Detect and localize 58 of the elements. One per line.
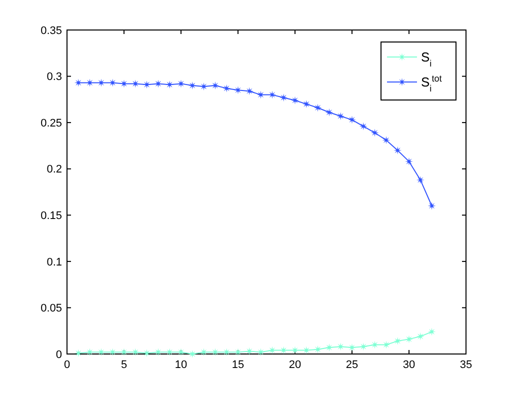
point xyxy=(302,100,310,108)
point xyxy=(428,202,436,210)
x-tick-label: 30 xyxy=(402,359,416,371)
point xyxy=(188,350,196,358)
point xyxy=(222,84,231,92)
point xyxy=(370,128,379,137)
point xyxy=(108,78,117,87)
x-tick-label: 0 xyxy=(64,359,70,371)
point xyxy=(120,348,128,356)
point xyxy=(314,104,322,112)
point xyxy=(416,332,424,340)
y-tick-label: 0.2 xyxy=(46,164,62,176)
point xyxy=(405,157,413,166)
y-tick-label: 0.25 xyxy=(40,117,62,130)
x-tick-label: 20 xyxy=(288,359,302,371)
point xyxy=(348,344,356,352)
point xyxy=(359,122,368,130)
point xyxy=(74,349,82,358)
y-tick-label: 0 xyxy=(56,348,62,361)
point xyxy=(394,146,402,154)
x-tick-label: 10 xyxy=(174,359,188,371)
point xyxy=(314,345,322,354)
point xyxy=(325,344,334,352)
point xyxy=(291,96,299,104)
y-tick-label: 0.15 xyxy=(40,210,62,222)
point xyxy=(120,80,128,88)
legend-label: S$_{i}$ xyxy=(421,50,432,69)
point xyxy=(188,82,196,90)
point xyxy=(142,349,151,358)
point xyxy=(211,82,220,90)
point xyxy=(245,87,254,96)
point xyxy=(291,346,299,354)
point xyxy=(280,94,288,102)
point xyxy=(234,86,242,94)
x-tick-label: 5 xyxy=(120,359,128,371)
x-tick-label: 15 xyxy=(232,359,244,371)
point xyxy=(336,112,345,120)
point xyxy=(142,80,151,89)
point xyxy=(177,80,185,88)
y-tick-label: 0.35 xyxy=(40,24,62,37)
point xyxy=(405,335,413,344)
y-tick-label: 0.3 xyxy=(46,71,62,84)
point xyxy=(416,176,424,184)
point xyxy=(177,348,185,356)
point xyxy=(394,337,402,346)
point xyxy=(382,136,390,144)
x-tick-label: 25 xyxy=(346,359,358,371)
point xyxy=(234,348,242,356)
point xyxy=(325,108,334,116)
point xyxy=(348,116,356,124)
point xyxy=(428,328,436,336)
x-tick-label: 35 xyxy=(460,359,472,371)
y-tick-label: 0.1 xyxy=(46,256,62,268)
point xyxy=(166,80,174,89)
y-tick-label: 0.05 xyxy=(40,302,62,315)
point xyxy=(200,82,208,90)
point xyxy=(256,348,265,356)
point xyxy=(74,78,82,87)
